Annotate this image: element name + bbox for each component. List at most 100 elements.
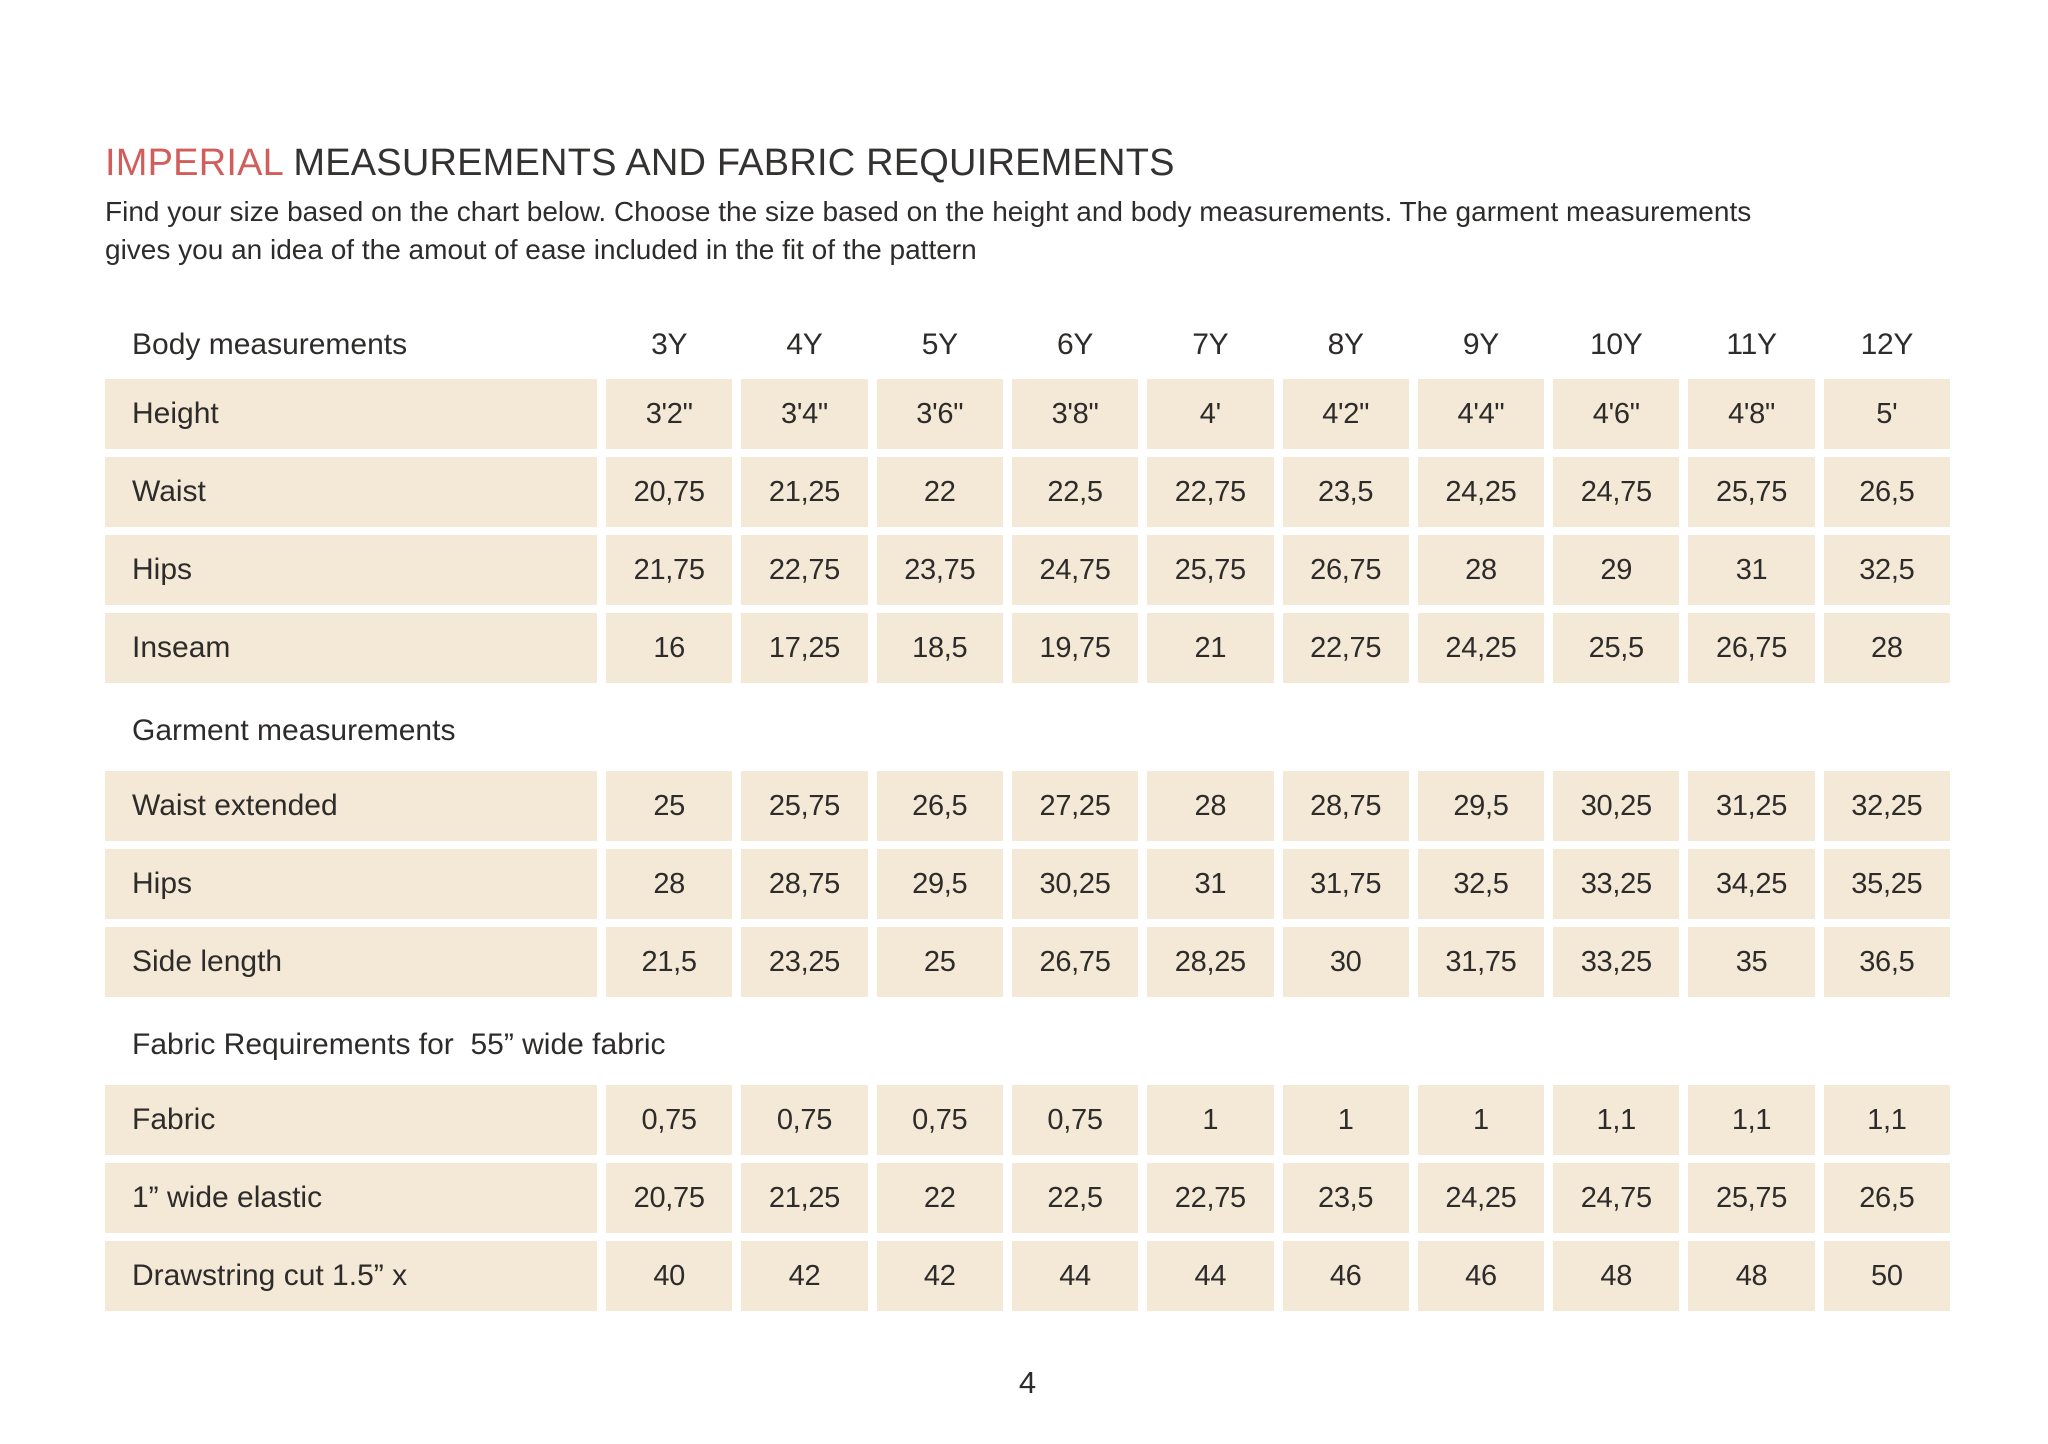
row-value: 3'2" xyxy=(606,379,733,449)
row-value: 23,25 xyxy=(741,927,868,997)
size-column-header: 5Y xyxy=(921,328,958,361)
size-column-header: 12Y xyxy=(1860,328,1914,361)
row-value: 30 xyxy=(1282,927,1409,997)
row-value: 23,5 xyxy=(1282,457,1409,527)
page-footer: 4 xyxy=(105,1365,1950,1401)
row-label: Fabric xyxy=(105,1085,597,1155)
row-value: 3'8" xyxy=(1011,379,1139,449)
row-label: Side length xyxy=(105,927,597,997)
row-label: Waist extended xyxy=(105,771,597,841)
row-value: 36,5 xyxy=(1823,927,1950,997)
row-value: 22 xyxy=(876,457,1003,527)
row-value: 34,25 xyxy=(1688,849,1815,919)
size-column-header: 8Y xyxy=(1327,328,1364,361)
size-column-header: 11Y xyxy=(1726,328,1777,361)
row-value: 16 xyxy=(606,613,733,683)
size-chart-table: Body measurements 3Y 4Y 5Y 6Y 7Y 8Y 9Y 10Y 11Y 12Y… xyxy=(105,319,1950,1311)
row-value: 30,25 xyxy=(1553,771,1680,841)
row-value: 25,75 xyxy=(741,771,868,841)
row-value: 28 xyxy=(606,849,733,919)
row-value: 19,75 xyxy=(1011,613,1139,683)
row-value: 32,25 xyxy=(1823,771,1950,841)
row-value: 4'4" xyxy=(1417,379,1545,449)
row-value: 1 xyxy=(1417,1085,1545,1155)
row-label: Height xyxy=(105,379,597,449)
row-value: 28 xyxy=(1417,535,1545,605)
row-value: 4' xyxy=(1147,379,1274,449)
row-value: 48 xyxy=(1688,1241,1815,1311)
row-value: 18,5 xyxy=(876,613,1003,683)
row-value: 35,25 xyxy=(1823,849,1950,919)
row-value: 28,75 xyxy=(1282,771,1409,841)
row-value: 26,75 xyxy=(1011,927,1139,997)
row-label: Hips xyxy=(105,849,597,919)
subtitle-line-2: gives you an idea of the amout of ease i… xyxy=(105,234,977,265)
row-value: 22 xyxy=(876,1163,1003,1233)
row-value: 25 xyxy=(876,927,1003,997)
row-value: 26,75 xyxy=(1688,613,1815,683)
row-value: 31 xyxy=(1147,849,1274,919)
row-value: 26,5 xyxy=(1823,1163,1950,1233)
row-value: 25,5 xyxy=(1553,613,1680,683)
row-value: 20,75 xyxy=(606,1163,733,1233)
row-value: 44 xyxy=(1147,1241,1274,1311)
row-value: 46 xyxy=(1417,1241,1545,1311)
row-label: Drawstring cut 1.5” x xyxy=(105,1241,597,1311)
table-row: Drawstring cut 1.5” x 40 42 42 44 44 46 46 48 48 5… xyxy=(105,1241,1950,1311)
table-row: Fabric 0,75 0,75 0,75 0,75 1 1 1 1,1 1,1 1,1 xyxy=(105,1085,1950,1155)
size-column-header: 4Y xyxy=(786,328,823,361)
size-column-header: 3Y xyxy=(651,328,688,361)
row-value: 24,25 xyxy=(1417,613,1545,683)
row-value: 40 xyxy=(606,1241,733,1311)
table-row: Hips 28 28,75 29,5 30,25 31 31,75 32,5 33,25 34,2… xyxy=(105,849,1950,919)
row-value: 30,25 xyxy=(1011,849,1139,919)
row-value: 1,1 xyxy=(1688,1085,1815,1155)
table-row: Hips 21,75 22,75 23,75 24,75 25,75 26,75 28 29 31… xyxy=(105,535,1950,605)
row-value: 21,75 xyxy=(606,535,733,605)
row-value: 46 xyxy=(1282,1241,1409,1311)
row-value: 29,5 xyxy=(876,849,1003,919)
row-value: 4'6" xyxy=(1553,379,1680,449)
size-column-header: 7Y xyxy=(1192,328,1229,361)
row-value: 4'2" xyxy=(1282,379,1409,449)
size-column-header: 6Y xyxy=(1056,328,1094,361)
row-value: 21 xyxy=(1147,613,1274,683)
row-value: 28,25 xyxy=(1147,927,1274,997)
row-value: 24,25 xyxy=(1417,1163,1545,1233)
row-value: 26,75 xyxy=(1282,535,1409,605)
row-value: 26,5 xyxy=(1823,457,1950,527)
row-value: 5' xyxy=(1823,379,1950,449)
page-title: IMPERIAL MEASUREMENTS AND FABRIC REQUIRE… xyxy=(105,142,1950,185)
row-value: 28 xyxy=(1147,771,1274,841)
table-row: Inseam 16 17,25 18,5 19,75 21 22,75 24,25 25,5 26… xyxy=(105,613,1950,683)
page-subtitle: Find your size based on the chart below.… xyxy=(105,193,1950,269)
row-value: 25,75 xyxy=(1688,457,1815,527)
row-value: 35 xyxy=(1688,927,1815,997)
table-row: Side length 21,5 23,25 25 26,75 28,25 30 31,75 3… xyxy=(105,927,1950,997)
row-value: 22,75 xyxy=(1282,613,1409,683)
row-value: 1 xyxy=(1282,1085,1409,1155)
page-header: IMPERIAL MEASUREMENTS AND FABRIC REQUIRE… xyxy=(105,142,1950,269)
size-column-header: 9Y xyxy=(1462,328,1499,361)
row-value: 23,5 xyxy=(1282,1163,1409,1233)
row-value: 0,75 xyxy=(606,1085,733,1155)
row-value: 23,75 xyxy=(876,535,1003,605)
row-value: 32,5 xyxy=(1823,535,1950,605)
row-value: 1 xyxy=(1147,1085,1274,1155)
page-number: 4 xyxy=(1018,1365,1037,1400)
table-row: Waist extended 25 25,75 26,5 27,25 28 28,75 29,… xyxy=(105,771,1950,841)
row-value: 4'8" xyxy=(1688,379,1815,449)
row-value: 21,25 xyxy=(741,457,868,527)
subtitle-line-1: Find your size based on the chart below.… xyxy=(105,196,1752,227)
section-heading: Garment measurements xyxy=(132,714,456,747)
row-value: 1,1 xyxy=(1823,1085,1950,1155)
table-row: Height 3'2" 3'4" 3'6" 3'8" 4' 4'2" 4'4" 4'6" 4'8"… xyxy=(105,379,1950,449)
row-value: 32,5 xyxy=(1417,849,1545,919)
row-value: 22,75 xyxy=(1147,457,1274,527)
row-value: 29 xyxy=(1553,535,1680,605)
row-value: 33,25 xyxy=(1553,927,1680,997)
row-value: 0,75 xyxy=(1011,1085,1139,1155)
row-value: 24,75 xyxy=(1553,457,1680,527)
row-value: 25,75 xyxy=(1688,1163,1815,1233)
